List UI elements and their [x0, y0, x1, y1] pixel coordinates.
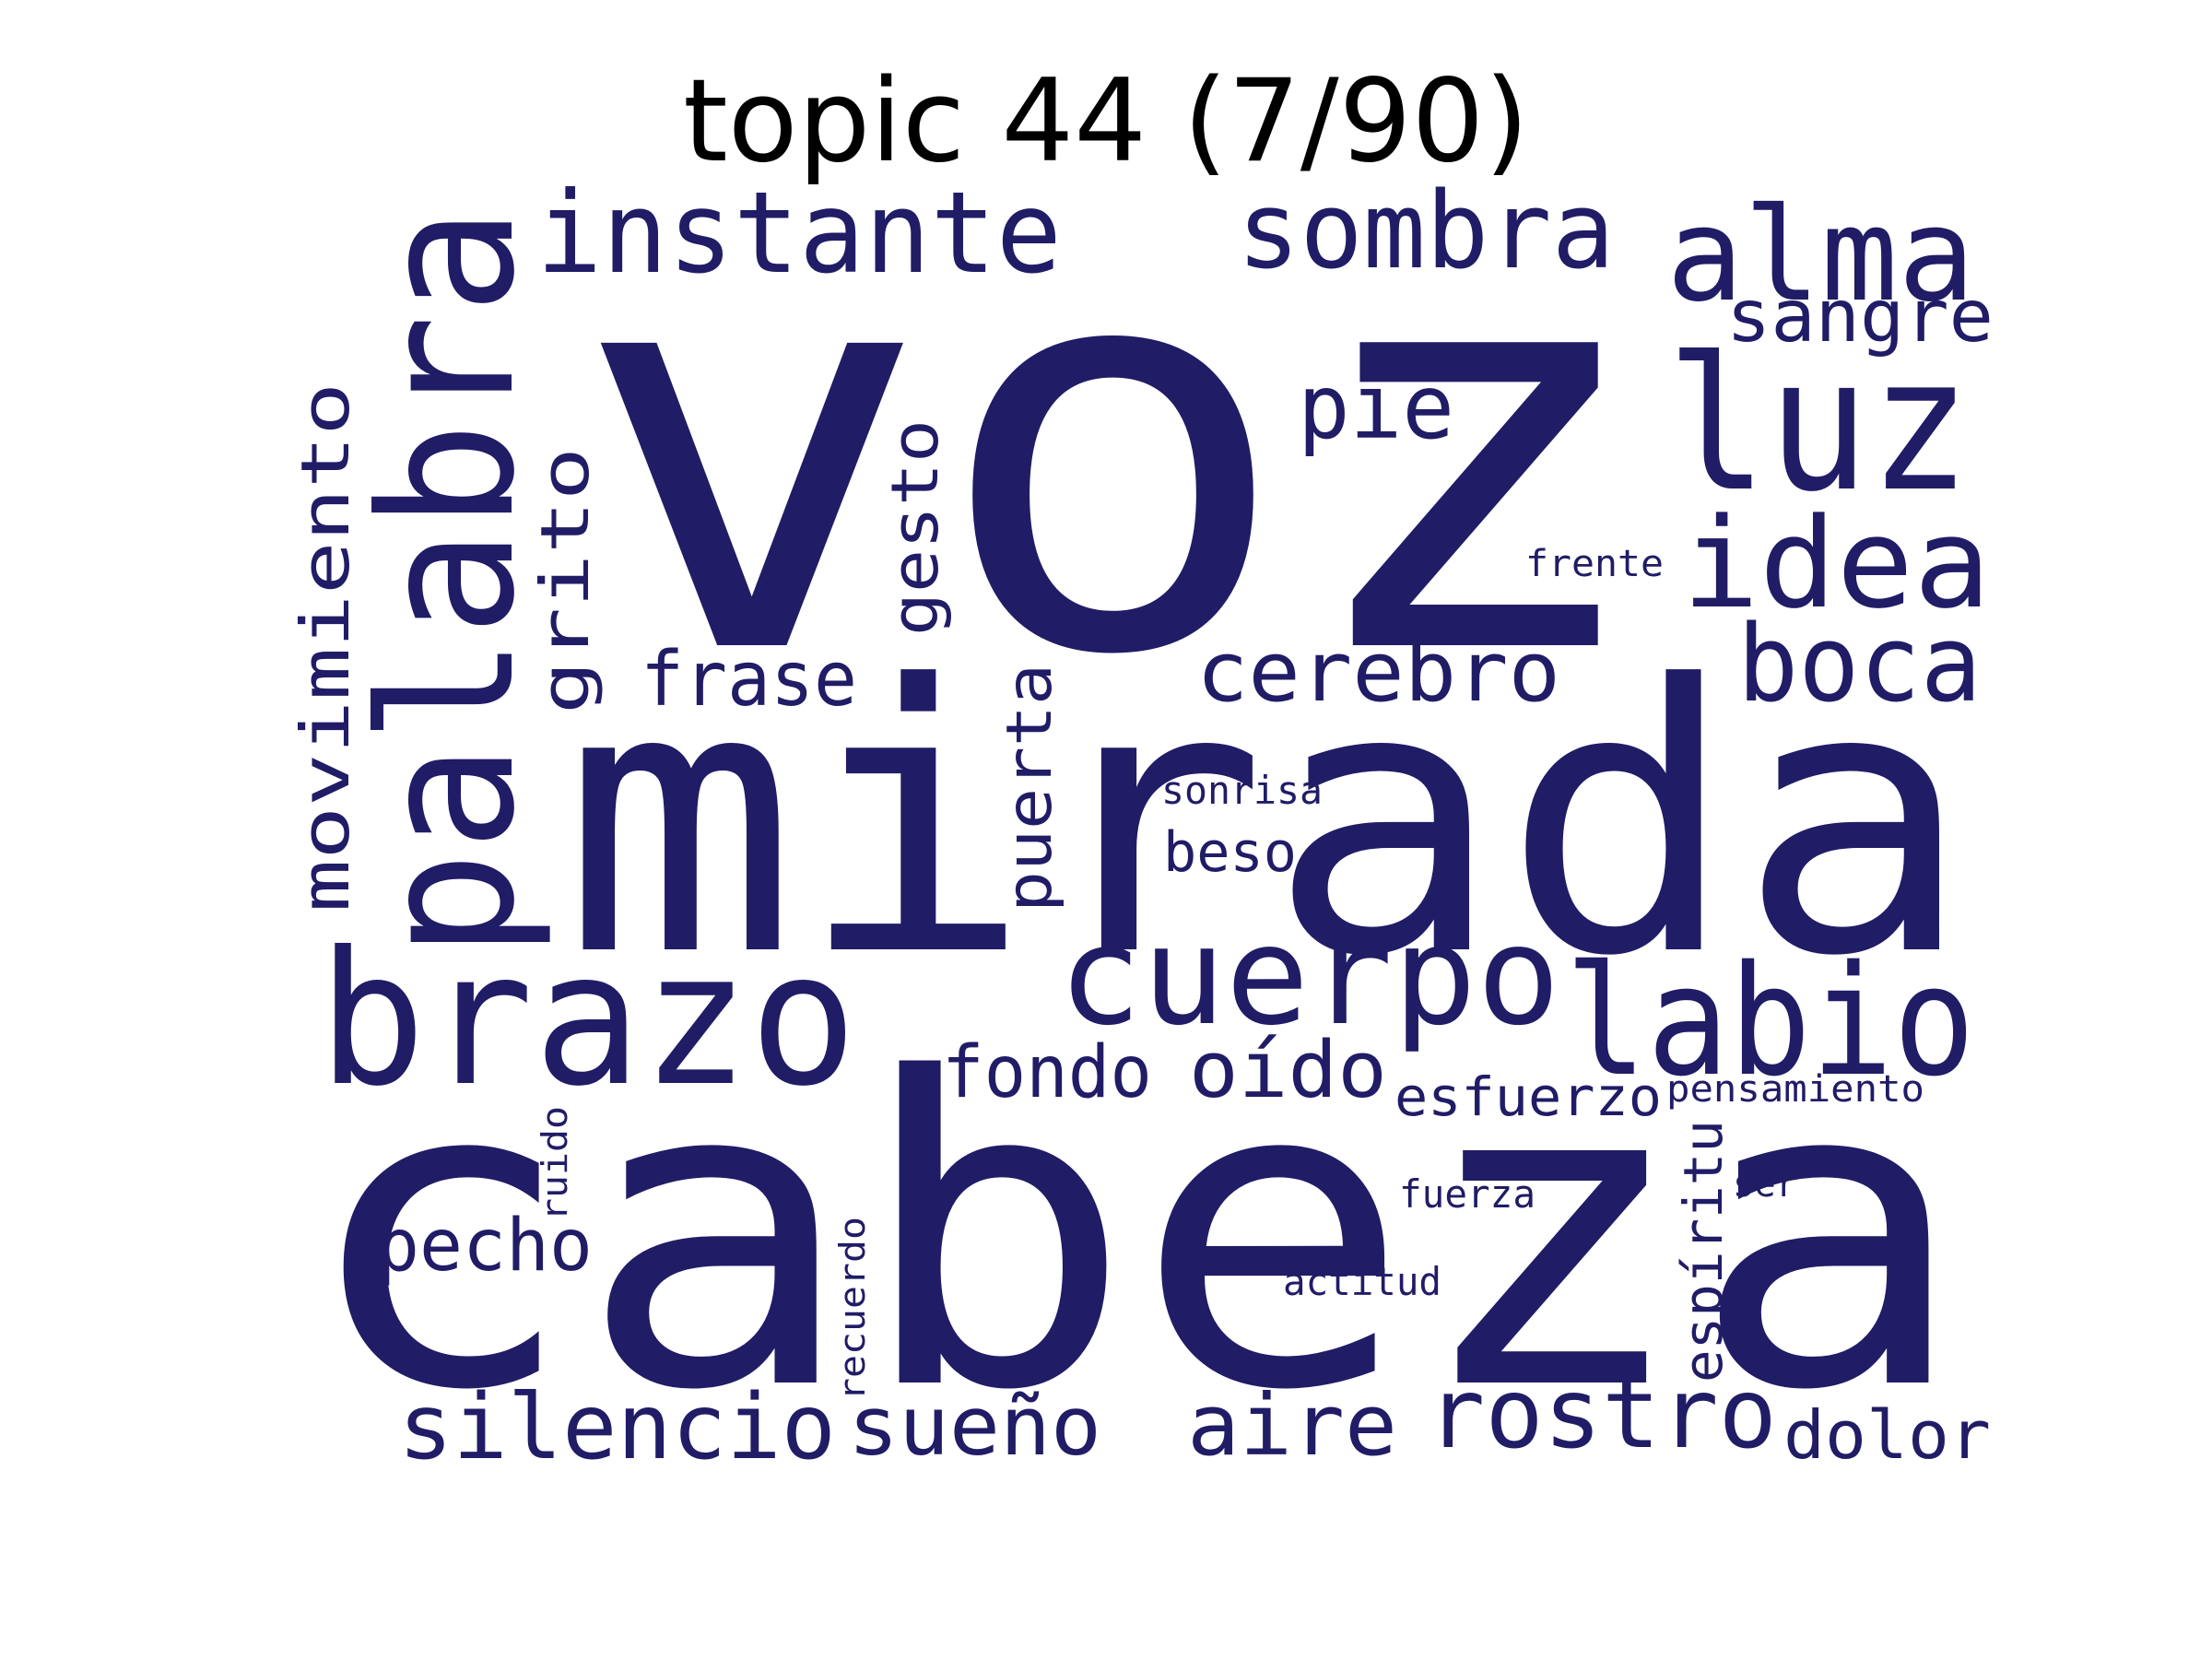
word-esfuerzo: esfuerzo	[1394, 1065, 1662, 1128]
word-oido: oído	[1189, 1025, 1387, 1116]
word-mirada: mirada	[562, 608, 1972, 1037]
word-silencio: silencio	[398, 1375, 836, 1480]
word-frente: frente	[1525, 543, 1664, 585]
word-labio: labio	[1565, 933, 1975, 1110]
word-luz: luz	[1666, 318, 1971, 533]
word-movimiento: movimiento	[287, 382, 364, 912]
word-beso: beso	[1163, 820, 1297, 885]
word-dolor: dolor	[1783, 1396, 1991, 1474]
word-cuerpo: cuerpo	[1058, 897, 1560, 1055]
word-idea: idea	[1682, 491, 1991, 636]
word-frase: frase	[641, 636, 857, 724]
word-pie: pie	[1298, 356, 1454, 459]
word-pecho: pecho	[376, 1205, 593, 1288]
word-boca: boca	[1737, 603, 1982, 726]
word-grito: grito	[526, 447, 604, 714]
word-alma: alma	[1666, 181, 1975, 331]
figure-title: topic 44 (7/90)	[683, 55, 1529, 188]
word-espiritu: espíritu	[1672, 1120, 1735, 1382]
word-gesto: gesto	[877, 419, 953, 636]
word-puerta: puerta	[994, 664, 1066, 912]
word-aire: aire	[1187, 1376, 1397, 1475]
word-brazo: brazo	[318, 912, 857, 1127]
word-recuerdo: recuerdo	[832, 1217, 873, 1401]
word-ser: ser	[1733, 1163, 1797, 1206]
word-sangre: sangre	[1726, 276, 1994, 359]
word-fondo: fondo	[942, 1031, 1152, 1114]
word-instante: instante	[536, 168, 1062, 299]
word-sonrisa: sonrisa	[1161, 768, 1323, 813]
word-cerebro: cerebro	[1196, 624, 1560, 721]
word-sombra: sombra	[1237, 170, 1615, 293]
word-cabeza: cabeza	[300, 990, 1968, 1483]
word-ruido: ruido	[535, 1106, 575, 1221]
word-voz: voz	[571, 132, 1654, 776]
word-rostro: rostro	[1427, 1358, 1777, 1470]
word-pensamiento: pensamiento	[1666, 1068, 1924, 1111]
word-actitud: actitud	[1283, 1259, 1441, 1304]
word-palabra: palabra	[341, 207, 556, 959]
word-sueno: sueño	[848, 1379, 1101, 1474]
word-fuerza: fuerza	[1399, 1171, 1535, 1217]
